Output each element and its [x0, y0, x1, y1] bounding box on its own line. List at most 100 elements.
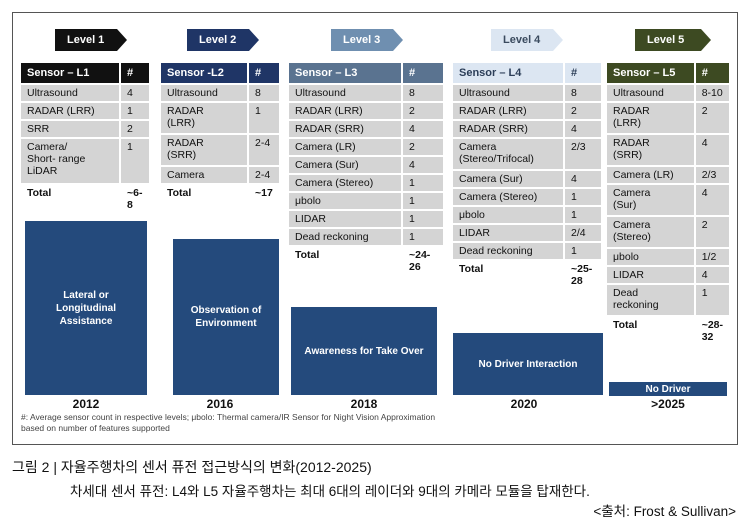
sensor-count: 4 — [563, 121, 601, 137]
header-sensor: Sensor – L1 — [21, 63, 119, 83]
sensor-count: 1 — [401, 193, 443, 209]
sensor-name: SRR — [21, 121, 119, 137]
sensor-name: Camera (LR) — [289, 139, 401, 155]
sensor-name: Dead reckoning — [289, 229, 401, 245]
header-sensor: Sensor – L3 — [289, 63, 401, 83]
sensor-name: RADAR (LRR) — [21, 103, 119, 119]
header-sensor: Sensor -L2 — [161, 63, 247, 83]
level-4-goal: No Driver Interaction — [453, 333, 603, 395]
sensor-count: 4 — [693, 135, 729, 165]
sensor-count: 2/3 — [563, 139, 601, 169]
figure-source: <출처: Frost & Sullivan> — [593, 504, 736, 519]
header-sensor: Sensor – L4 — [453, 63, 563, 83]
sensor-name: μbolo — [289, 193, 401, 209]
sensor-name: Dead reckoning — [607, 285, 694, 315]
sensor-name: Camera (Sur) — [453, 171, 563, 187]
sensor-count: 2/4 — [563, 225, 601, 241]
sensor-name: Ultrasound — [21, 85, 119, 101]
sensor-name: Camera (LR) — [607, 167, 694, 183]
sensor-name: LIDAR — [607, 267, 694, 283]
level-4-arrow: Level 4 — [491, 29, 563, 51]
total-value: ~24-26 — [401, 247, 443, 275]
total-value: ~6-8 — [119, 185, 149, 213]
level-4-table: Sensor – L4 # Ultrasound 8 RADAR (LRR) 2 RA… — [453, 61, 601, 291]
sensor-name: μbolo — [607, 249, 694, 265]
figure-title: 그림 2 | 자율주행차의 센서 퓨전 접근방식의 변화(2012-2025) — [12, 459, 372, 475]
sensor-count: 8-10 — [693, 85, 729, 101]
level-1-table: Sensor – L1 # Ultrasound 4 RADAR (LRR) 1 SR… — [21, 61, 149, 215]
sensor-name: RADAR (SRR) — [607, 135, 694, 165]
sensor-name: Dead reckoning — [453, 243, 563, 259]
sensor-count: 2 — [693, 217, 729, 247]
figure-frame: Level 1 Sensor – L1 # Ultrasound 4 RADAR (… — [12, 12, 738, 445]
sensor-count: 1 — [563, 189, 601, 205]
total-value: ~28- 32 — [693, 317, 729, 345]
sensor-count: 1 — [401, 211, 443, 227]
sensor-name: Camera/ Short- range LiDAR — [21, 139, 119, 183]
sensor-name: RADAR (SRR) — [161, 135, 247, 165]
total-label: Total — [161, 185, 247, 201]
sensor-count: 2 — [693, 103, 729, 133]
sensor-count: 2/3 — [693, 167, 729, 183]
header-count: # — [401, 63, 443, 83]
sensor-count: 2 — [563, 103, 601, 119]
level-1-year: 2012 — [72, 397, 100, 411]
level-5-arrow: Level 5 — [635, 29, 711, 51]
total-value: ~17 — [247, 185, 279, 201]
sensor-name: RADAR (LRR) — [453, 103, 563, 119]
sensor-name: RADAR (LRR) — [161, 103, 247, 133]
total-label: Total — [289, 247, 401, 275]
sensor-count: 2-4 — [247, 135, 279, 165]
figure-subtitle: 차세대 센서 퓨전: L4와 L5 자율주행차는 최대 6대의 레이더와 9대의… — [70, 484, 590, 499]
level-3-table: Sensor – L3 # Ultrasound 8 RADAR (LRR) 2 RA… — [289, 61, 443, 277]
sensor-name: Camera (Stereo) — [289, 175, 401, 191]
sensor-count: 4 — [693, 267, 729, 283]
sensor-name: Camera — [161, 167, 247, 183]
sensor-count: 1 — [119, 103, 149, 119]
sensor-count: 2-4 — [247, 167, 279, 183]
sensor-name: Camera (Sur) — [607, 185, 694, 215]
sensor-count: 1 — [563, 243, 601, 259]
sensor-name: LIDAR — [289, 211, 401, 227]
sensor-name: Ultrasound — [289, 85, 401, 101]
sensor-name: RADAR (SRR) — [289, 121, 401, 137]
sensor-count: 4 — [401, 157, 443, 173]
sensor-count: 4 — [563, 171, 601, 187]
sensor-count: 1 — [119, 139, 149, 183]
level-1-arrow: Level 1 — [55, 29, 127, 51]
level-2-table: Sensor -L2 # Ultrasound 8 RADAR (LRR) 1 RAD… — [161, 61, 279, 203]
sensor-name: RADAR (LRR) — [289, 103, 401, 119]
sensor-name: Camera (Sur) — [289, 157, 401, 173]
sensor-count: 1 — [401, 229, 443, 245]
sensor-name: Camera (Stereo) — [453, 189, 563, 205]
level-5-year: >2025 — [651, 397, 685, 411]
sensor-count: 4 — [401, 121, 443, 137]
header-count: # — [119, 63, 149, 83]
sensor-count: 1 — [247, 103, 279, 133]
sensor-count: 8 — [401, 85, 443, 101]
total-label: Total — [453, 261, 563, 289]
level-2-arrow: Level 2 — [187, 29, 259, 51]
sensor-count: 1 — [401, 175, 443, 191]
footnote: #: Average sensor count in respective le… — [21, 412, 436, 433]
level-2-year: 2016 — [206, 397, 234, 411]
level-5-goal: No Driver — [609, 382, 727, 396]
level-5-table: Sensor – L5 # Ultrasound 8-10 RADAR (LRR) 2… — [607, 61, 729, 347]
sensor-count: 1/2 — [693, 249, 729, 265]
level-3-year: 2018 — [350, 397, 378, 411]
sensor-name: Camera (Stereo/Trifocal) — [453, 139, 563, 169]
sensor-count: 1 — [563, 207, 601, 223]
sensor-count: 1 — [693, 285, 729, 315]
total-label: Total — [607, 317, 694, 345]
sensor-name: Ultrasound — [453, 85, 563, 101]
sensor-name: LIDAR — [453, 225, 563, 241]
sensor-name: Camera (Stereo) — [607, 217, 694, 247]
level-3-goal: Awareness for Take Over — [291, 307, 437, 395]
header-sensor: Sensor – L5 — [607, 63, 694, 83]
sensor-name: μbolo — [453, 207, 563, 223]
sensor-count: 4 — [693, 185, 729, 215]
sensor-count: 8 — [247, 85, 279, 101]
sensor-count: 8 — [563, 85, 601, 101]
sensor-count: 2 — [401, 103, 443, 119]
level-3-arrow: Level 3 — [331, 29, 403, 51]
